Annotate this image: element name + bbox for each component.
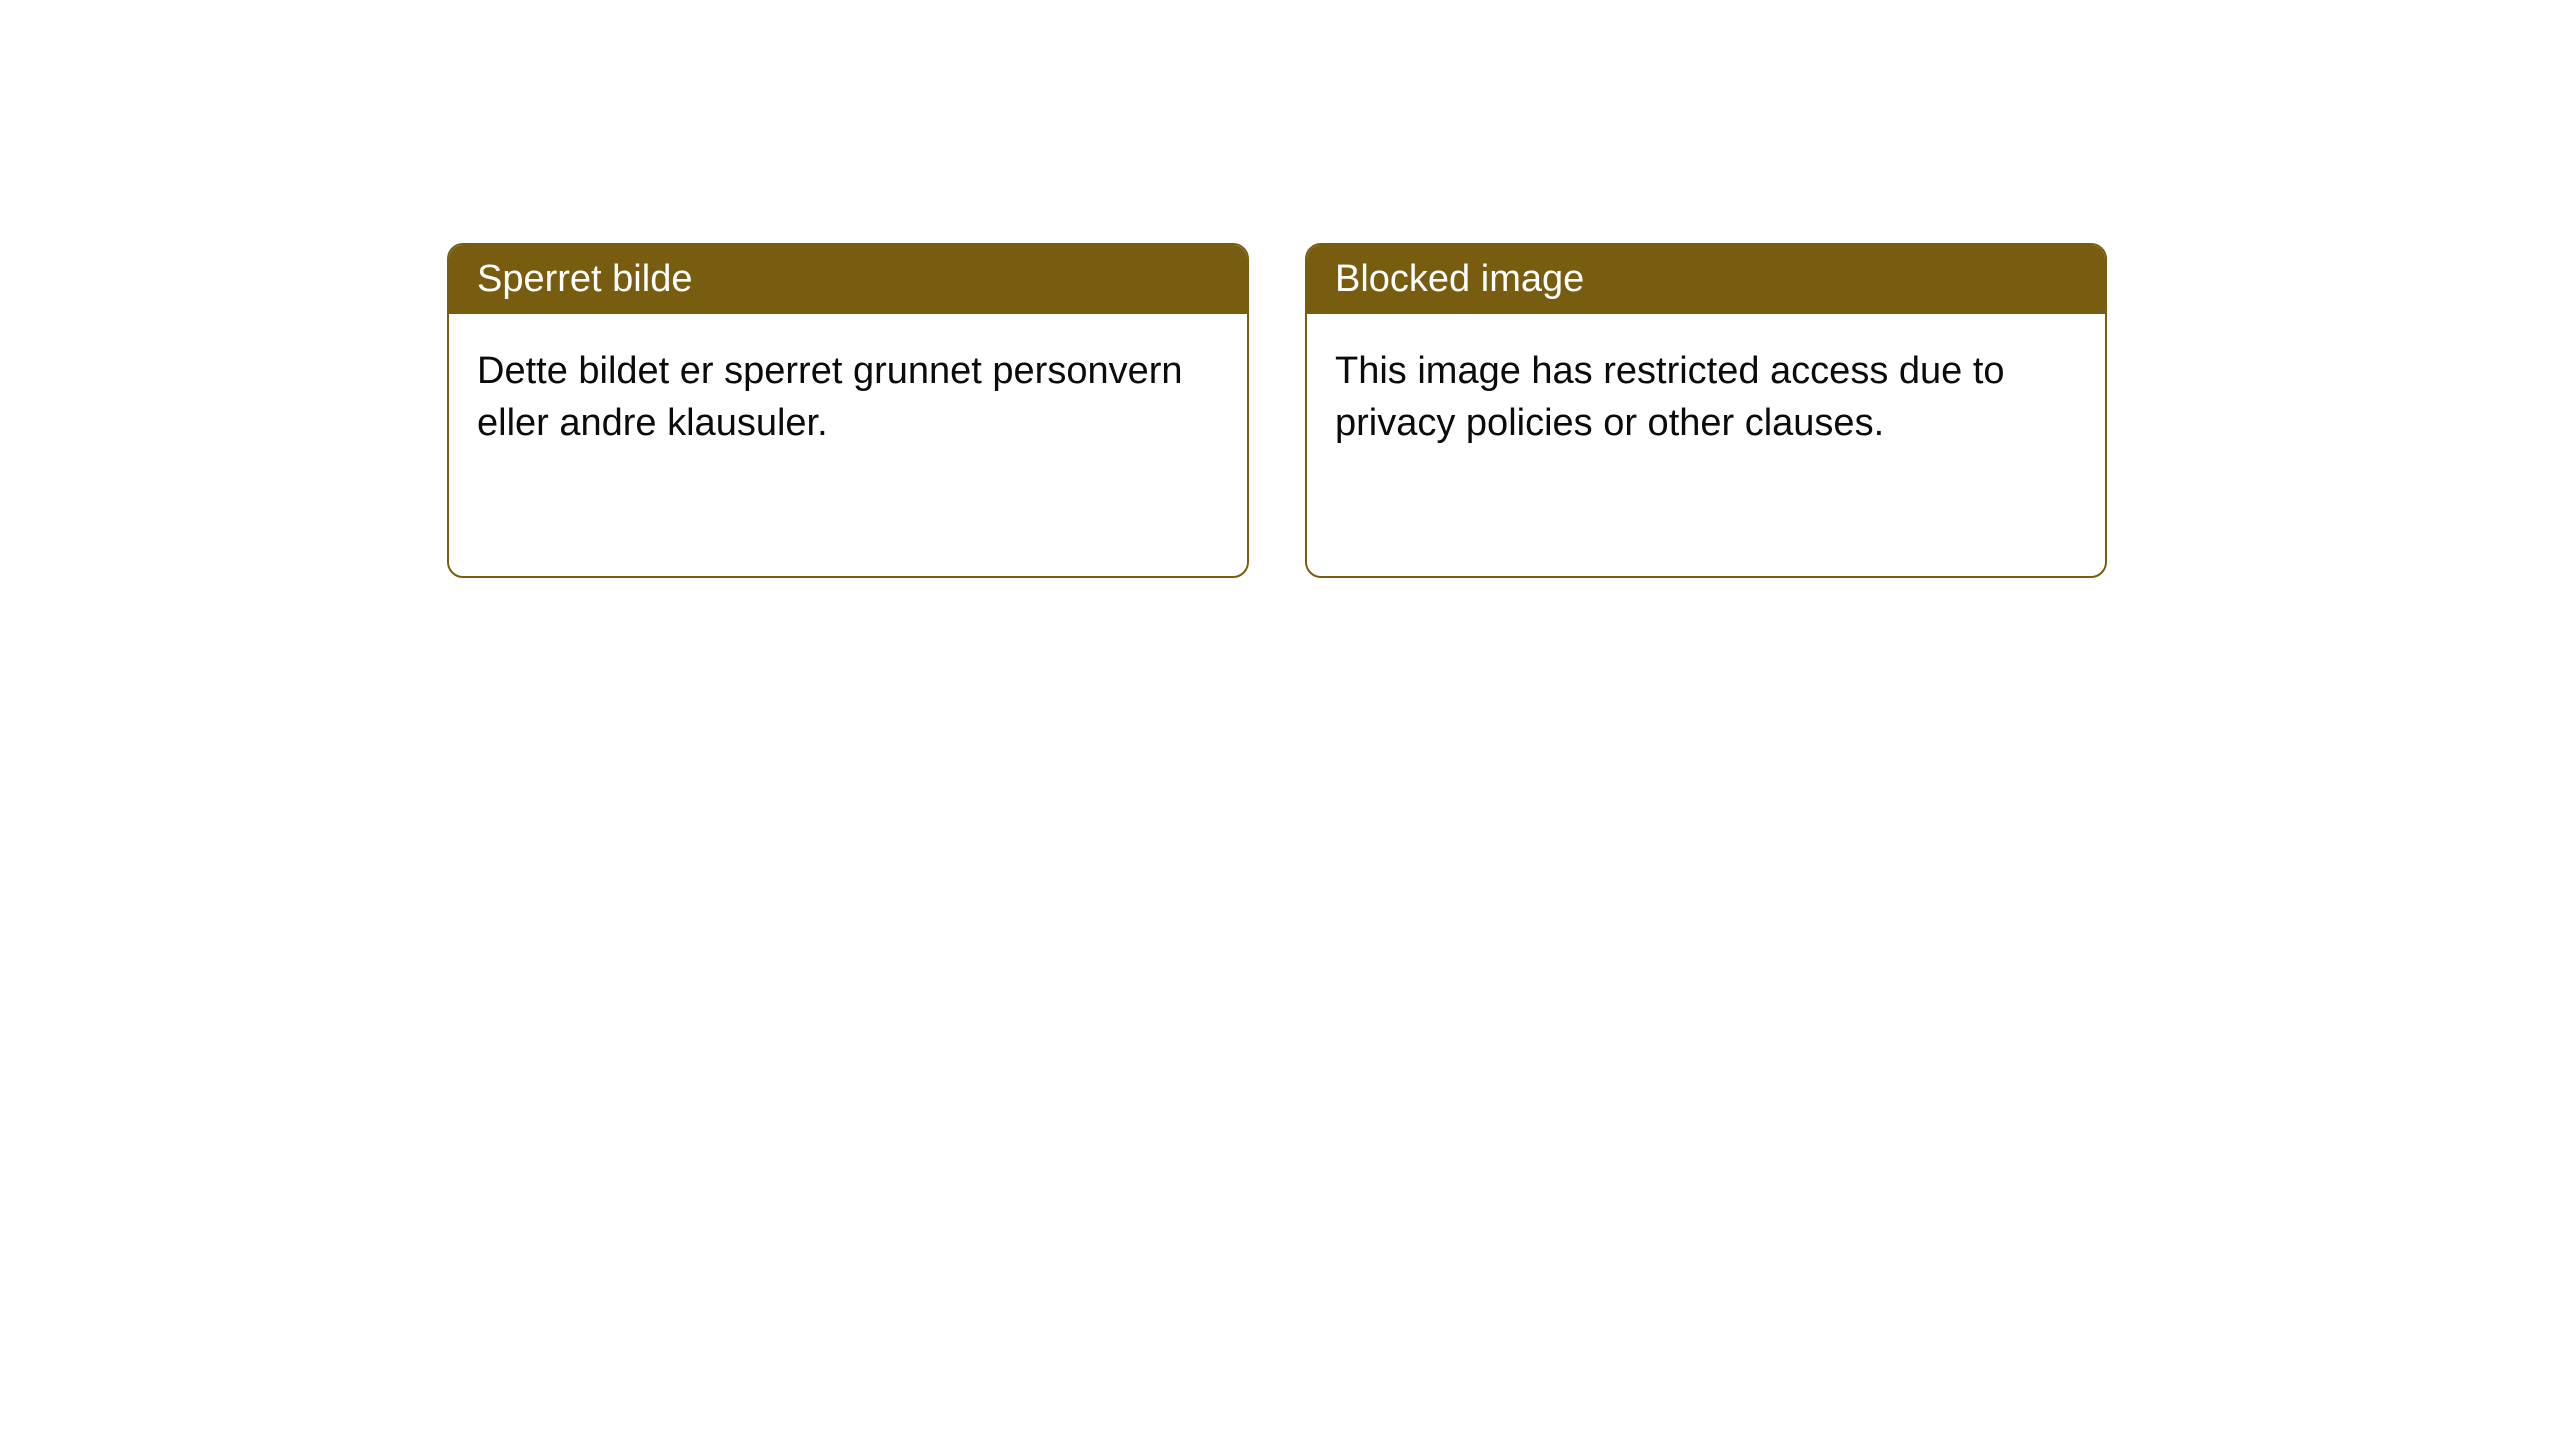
notice-card-norwegian: Sperret bilde Dette bildet er sperret gr… bbox=[447, 243, 1249, 578]
notice-body: This image has restricted access due to … bbox=[1307, 314, 2105, 481]
notice-container: Sperret bilde Dette bildet er sperret gr… bbox=[447, 243, 2107, 578]
notice-card-english: Blocked image This image has restricted … bbox=[1305, 243, 2107, 578]
notice-body: Dette bildet er sperret grunnet personve… bbox=[449, 314, 1247, 481]
notice-header: Sperret bilde bbox=[449, 245, 1247, 314]
notice-header: Blocked image bbox=[1307, 245, 2105, 314]
